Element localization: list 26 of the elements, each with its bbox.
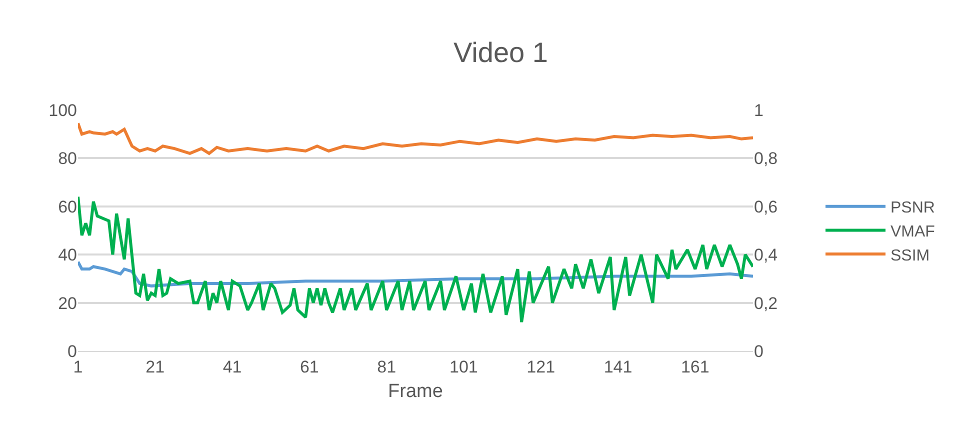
y2-tick-label: 0,6 — [754, 197, 778, 216]
x-tick-label: 21 — [146, 357, 165, 376]
x-tick-label: 101 — [450, 357, 478, 376]
y-tick-label: 40 — [58, 246, 77, 265]
y2-tick-label: 0,4 — [754, 246, 778, 265]
y-tick-label: 20 — [58, 294, 77, 313]
y-tick-label: 100 — [48, 100, 77, 120]
x-tick-label: 161 — [680, 357, 710, 376]
x-tick-label: 81 — [377, 357, 396, 376]
line-series — [78, 122, 753, 155]
legend-label: SSIM — [890, 247, 930, 264]
x-tick-label: 61 — [300, 357, 319, 376]
line-series — [78, 195, 753, 324]
y-tick-label: 80 — [58, 149, 77, 168]
x-axis-title: Frame — [388, 381, 443, 402]
y2-tick-label: 1 — [754, 100, 764, 120]
y2-tick-label: 0 — [754, 342, 764, 361]
y2-tick-label: 0,8 — [754, 149, 778, 168]
y2-tick-label: 0,2 — [754, 294, 778, 313]
chart-title: Video 1 — [454, 37, 548, 68]
x-tick-label: 121 — [526, 357, 556, 376]
x-tick-label: 41 — [222, 357, 242, 376]
x-tick-label: 141 — [604, 357, 632, 376]
legend-label: PSNR — [890, 200, 935, 217]
y-tick-label: 60 — [58, 197, 77, 216]
legend-label: VMAF — [890, 223, 936, 240]
